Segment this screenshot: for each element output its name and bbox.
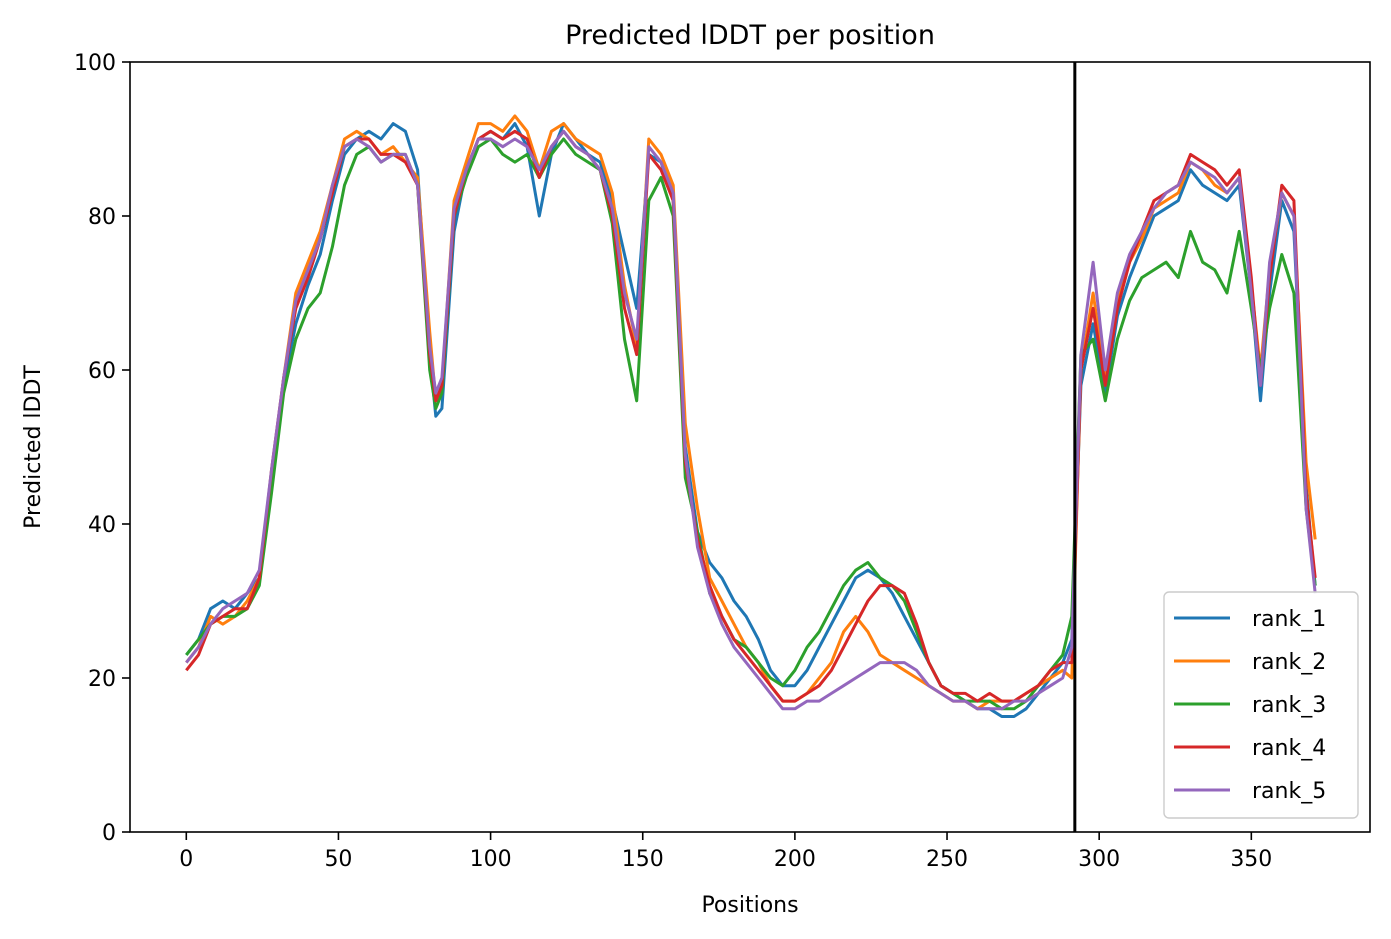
- y-tick-label: 20: [88, 667, 116, 692]
- series-layer: [185, 114, 1317, 718]
- series-line-rank-4: [185, 129, 1317, 703]
- x-tick-label: 100: [470, 847, 512, 872]
- y-tick-label: 60: [88, 359, 116, 384]
- x-tick-label: 0: [179, 847, 193, 872]
- legend-label: rank_4: [1252, 736, 1326, 761]
- chart-title: Predicted lDDT per position: [565, 20, 935, 51]
- x-tick-label: 50: [324, 847, 352, 872]
- series-line-rank-2: [185, 114, 1317, 711]
- x-tick-label: 200: [774, 847, 816, 872]
- legend-label: rank_1: [1252, 607, 1326, 632]
- y-axis-ticks: 0 20 40 60 80 100: [74, 51, 130, 846]
- x-tick-label: 150: [622, 847, 664, 872]
- x-tick-label: 250: [926, 847, 968, 872]
- series-line-rank-5: [185, 129, 1317, 711]
- plot-frame: [129, 61, 1371, 833]
- legend-label: rank_3: [1252, 693, 1326, 718]
- x-axis-ticks: 0 50 100 150 200 250 300 350: [179, 832, 1272, 872]
- x-tick-label: 350: [1230, 847, 1272, 872]
- x-tick-label: 300: [1078, 847, 1120, 872]
- legend: rank_1 rank_2 rank_3 rank_4 rank_5: [1163, 591, 1359, 819]
- y-tick-label: 80: [88, 205, 116, 230]
- x-axis-label: Positions: [701, 893, 798, 918]
- y-tick-label: 0: [102, 821, 116, 846]
- y-axis-label: Predicted lDDT: [21, 365, 46, 529]
- legend-label: rank_5: [1252, 779, 1326, 804]
- series-line-rank-1: [185, 122, 1317, 718]
- y-tick-label: 40: [88, 513, 116, 538]
- legend-label: rank_2: [1252, 650, 1326, 675]
- legend-box: [1163, 591, 1359, 819]
- y-tick-label: 100: [74, 51, 116, 76]
